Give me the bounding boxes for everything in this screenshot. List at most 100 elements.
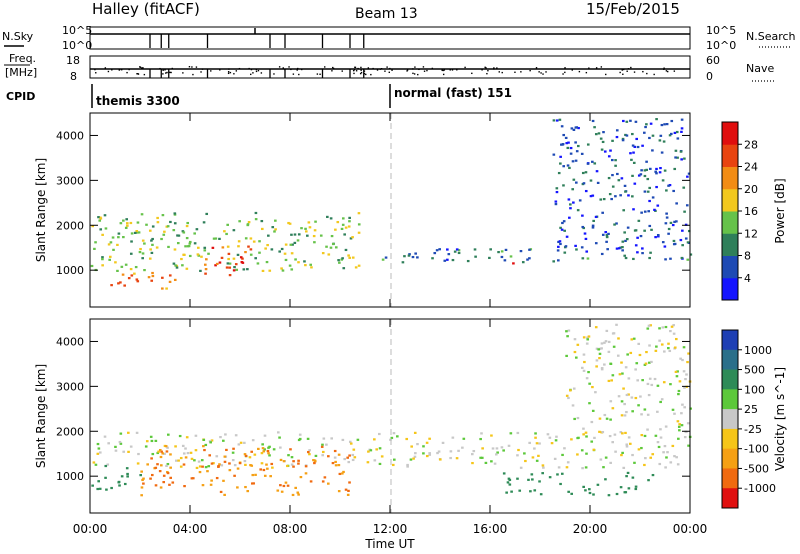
velocity-cell [106, 463, 110, 466]
nave-dot [386, 66, 388, 68]
power-cell [101, 256, 104, 259]
power-cell [636, 145, 640, 149]
velocity-cell [263, 474, 267, 477]
velocity-cell [251, 439, 255, 442]
power-cell [249, 248, 253, 251]
velocity-cell [306, 437, 310, 440]
velocity-cell [410, 445, 413, 448]
power-cell [667, 232, 670, 235]
power-cell [119, 222, 123, 225]
nave-dot [417, 73, 419, 76]
nave-dot [379, 68, 382, 70]
velocity-cell [239, 441, 243, 444]
velocity-cell [298, 433, 302, 436]
power-colorbar-label: 8 [744, 250, 751, 263]
velocity-cell [537, 454, 540, 457]
velocity-cell [259, 468, 263, 471]
velocity-cell [609, 362, 612, 365]
power-cell [653, 208, 656, 211]
velocity-cell [393, 458, 396, 461]
power-cell [303, 260, 306, 263]
velocity-cell [194, 434, 198, 437]
power-cell [620, 177, 624, 180]
velocity-cell [150, 473, 154, 477]
velocity-cell [631, 476, 635, 479]
velocity-cell [636, 379, 639, 382]
nave-dot [229, 71, 232, 74]
power-cell [186, 221, 190, 225]
velocity-cell [678, 380, 682, 383]
power-cell [637, 219, 641, 222]
y-tick-label: 1000 [56, 264, 84, 277]
power-cell [572, 128, 576, 131]
velocity-cell [351, 453, 355, 457]
velocity-cell [664, 466, 667, 469]
power-cell [676, 137, 680, 140]
power-cell [288, 222, 292, 225]
x-tick-label: 12:00 [373, 522, 408, 536]
power-cell [569, 207, 572, 210]
nave-dot [663, 67, 665, 69]
power-cell [289, 243, 293, 246]
nave-dot [388, 71, 390, 74]
nave-dot [162, 73, 164, 75]
power-cell [244, 237, 248, 240]
velocity-cell [125, 467, 129, 470]
power-cell [205, 212, 209, 216]
power-cell [220, 256, 224, 259]
velocity-cell [472, 449, 476, 453]
velocity-cell [263, 448, 266, 451]
power-cell [177, 234, 181, 237]
velocity-cell [591, 385, 594, 389]
velocity-cell [495, 453, 498, 456]
nave-dot [227, 71, 230, 73]
velocity-cell [198, 465, 202, 468]
power-cell [555, 190, 559, 194]
velocity-cell [646, 428, 649, 431]
power-cell [133, 231, 137, 235]
velocity-cell [451, 436, 455, 439]
power-cell [90, 264, 94, 268]
nave-dot [412, 72, 414, 75]
power-cell [670, 119, 674, 123]
power-cell [636, 236, 639, 239]
velocity-cell [644, 457, 647, 460]
power-panel: 1000 2000 3000 4000 Slant Range [km] 4 8 12 16… [34, 112, 787, 308]
velocity-cell [598, 357, 601, 360]
velocity-cell [150, 457, 153, 460]
velocity-cell [581, 467, 584, 470]
velocity-cell [136, 462, 140, 465]
power-cell [290, 252, 294, 255]
velocity-cell [480, 432, 483, 435]
velocity-cell [645, 350, 648, 354]
power-cell [130, 232, 134, 235]
nave-dot [418, 68, 420, 71]
velocity-cell [455, 457, 459, 460]
velocity-cell [631, 410, 634, 413]
velocity-cell [425, 454, 429, 458]
power-cell [606, 248, 609, 251]
velocity-cell [565, 330, 568, 333]
velocity-cell [366, 461, 370, 464]
freq-tick-bottom: 8 [70, 70, 77, 83]
power-cell [686, 175, 689, 178]
velocity-cell [260, 452, 264, 455]
power-cell [669, 221, 673, 224]
nave-dot [486, 72, 488, 75]
velocity-cell [646, 413, 650, 416]
velocity-cell [338, 472, 342, 476]
velocity-cell [141, 478, 144, 482]
velocity-cell [625, 475, 628, 478]
velocity-cell [279, 446, 282, 449]
power-cell [557, 240, 560, 244]
nave-dot [633, 71, 636, 73]
velocity-cell [638, 353, 642, 357]
nave-dot [380, 68, 383, 70]
nave-dot [250, 68, 253, 71]
velocity-cell [621, 432, 624, 435]
power-cell [565, 142, 569, 145]
power-cell [265, 260, 269, 264]
power-cell [586, 143, 590, 146]
power-cell [648, 224, 652, 228]
velocity-cell [637, 448, 641, 451]
